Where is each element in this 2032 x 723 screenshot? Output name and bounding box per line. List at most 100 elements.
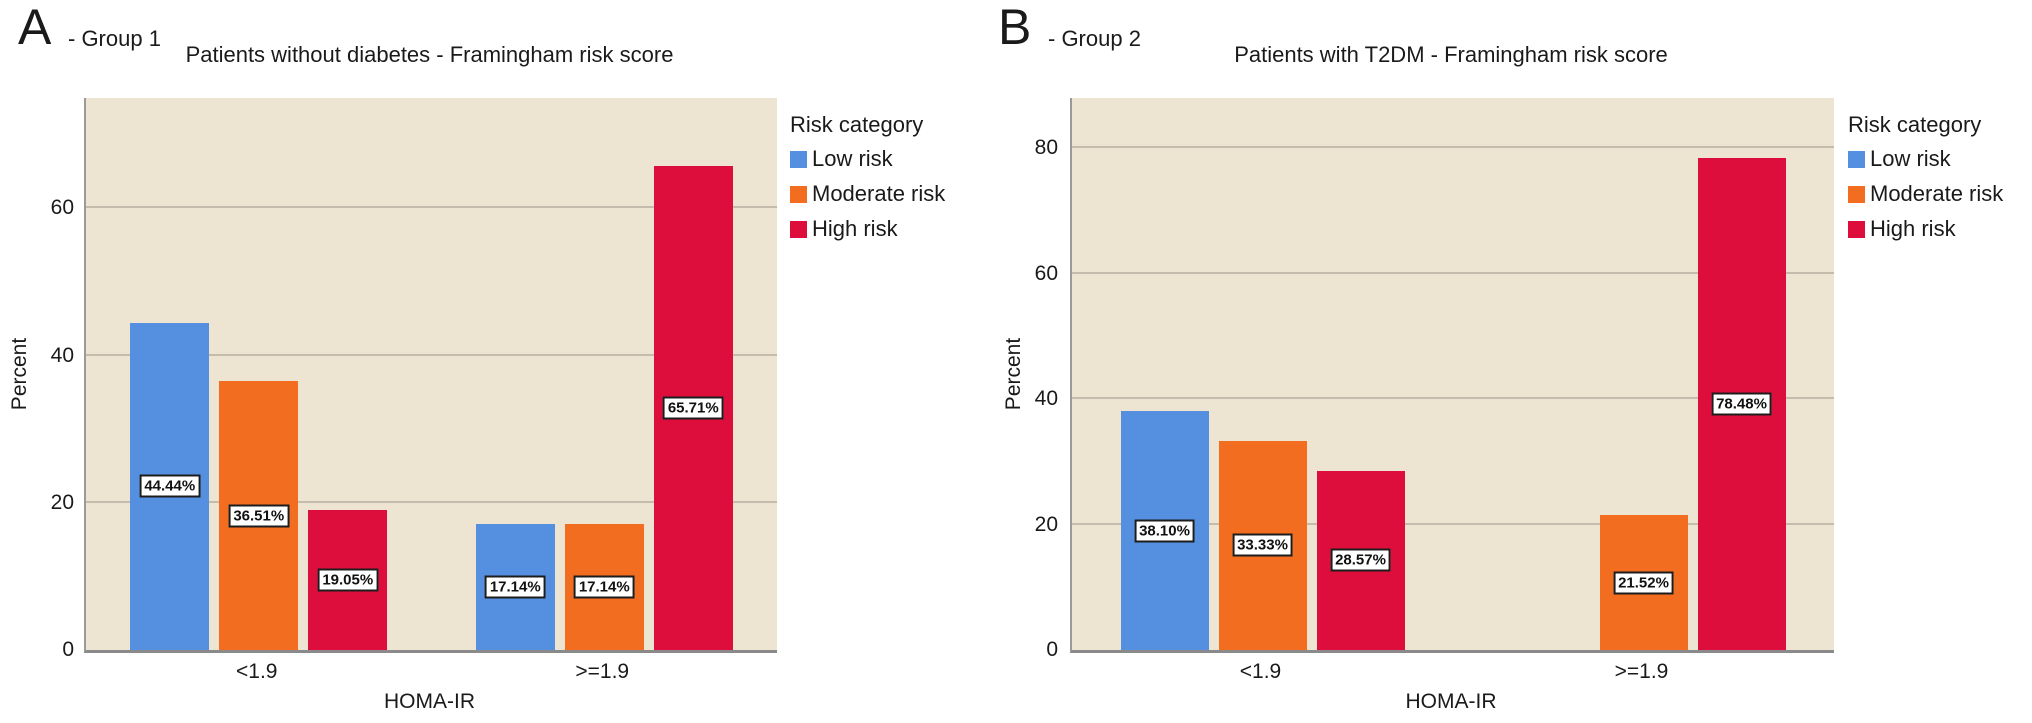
y-tick-0: 0 — [1046, 638, 1058, 661]
bar-value-label: 17.14% — [573, 575, 635, 599]
legend-item-low-risk: Low risk — [790, 146, 945, 172]
x-tick-1-9: <1.9 — [236, 660, 278, 683]
bar-slot-moderate-risk-1-9: 17.14% — [560, 98, 649, 650]
bar-value-label: 19.05% — [317, 568, 379, 592]
bar-slot-moderate-risk-1-9: 36.51% — [214, 98, 303, 650]
bar-value-label: 17.14% — [484, 575, 546, 599]
bar-high-risk-1-9: 78.48% — [1697, 157, 1786, 650]
moderate-risk-swatch-icon — [790, 185, 807, 203]
legend-item-moderate-risk: Moderate risk — [1848, 181, 2003, 207]
low-risk-swatch-icon — [790, 150, 807, 168]
y-tick-60: 60 — [50, 196, 74, 220]
bar-value-label: 21.52% — [1613, 571, 1674, 594]
bar-high-risk-1-9: 19.05% — [308, 509, 388, 650]
category-group-1-9: 21.52% 78.48% — [1453, 98, 1834, 650]
x-axis-ticks: <1.9 >=1.9 — [1070, 660, 1832, 684]
bar-moderate-risk-1-9: 36.51% — [219, 381, 299, 650]
bar-value-label: 33.33% — [1232, 533, 1293, 557]
chart-title: Patients with T2DM - Framingham risk sco… — [1234, 42, 1668, 67]
legend-label: Low risk — [812, 146, 893, 171]
x-axis-title: HOMA-IR — [384, 690, 475, 713]
legend-label: High risk — [1870, 216, 1956, 241]
bar-slot-low-risk-1-9: 38.10% — [1116, 98, 1214, 650]
bar-value-label: 28.57% — [1330, 548, 1391, 572]
y-tick-40: 40 — [50, 343, 74, 367]
legend-items: Low risk Moderate risk High risk — [1848, 146, 2003, 242]
category-group-1-9: 17.14% 17.14% 65.71% — [432, 98, 778, 650]
bar-moderate-risk-1-9: 33.33% — [1218, 440, 1307, 650]
panel-letter-b: B — [998, 0, 1032, 55]
y-tick-0: 0 — [62, 638, 74, 661]
legend-item-high-risk: High risk — [790, 216, 945, 242]
bar-moderate-risk-1-9: 21.52% — [1599, 515, 1688, 650]
bar-slot-high-risk-1-9: 28.57% — [1312, 98, 1410, 650]
gridline-40 — [86, 353, 777, 356]
gridline-60 — [1072, 271, 1834, 274]
x-axis-ticks: <1.9 >=1.9 — [84, 660, 775, 684]
legend-title: Risk category — [790, 112, 924, 137]
bar-slot-moderate-risk-1-9: 33.33% — [1214, 98, 1312, 650]
bar-slot-low-risk-1-9: 44.44% — [125, 98, 214, 650]
y-tick-20: 20 — [1034, 512, 1058, 536]
legend-item-high-risk: High risk — [1848, 216, 2003, 242]
panel-group-label: - Group 1 — [68, 26, 161, 51]
y-axis-ticks: 0 20 40 60 — [14, 98, 74, 661]
legend-title: Risk category — [1848, 112, 1982, 137]
y-tick-40: 40 — [1034, 387, 1058, 411]
bar-groups: 44.44% 36.51% 19.05% 17.14% 17.14% 65.71% — [86, 98, 777, 650]
high-risk-swatch-icon — [790, 220, 807, 238]
gridline-20 — [86, 500, 777, 503]
x-axis-title: HOMA-IR — [1405, 690, 1497, 713]
bar-slot-high-risk-1-9: 19.05% — [303, 98, 392, 650]
y-tick-60: 60 — [1034, 261, 1058, 285]
x-tick-1-9: >=1.9 — [575, 660, 630, 683]
bar-value-label: 44.44% — [139, 474, 201, 498]
bar-high-risk-1-9: 65.71% — [653, 166, 733, 650]
legend-label: Low risk — [1870, 146, 1951, 171]
legend: Risk category Low risk Moderate risk High … — [1848, 112, 2003, 251]
plot-area: 38.10% 33.33% 28.57% 21.52% 78.48% — [1070, 98, 1834, 653]
y-tick-80: 80 — [1034, 136, 1058, 160]
gridline-40 — [1072, 397, 1834, 400]
bar-low-risk-1-9: 44.44% — [130, 322, 210, 650]
bar-value-label: 38.10% — [1134, 519, 1195, 542]
bar-slot-moderate-risk-1-9: 21.52% — [1595, 98, 1693, 650]
legend-label: Moderate risk — [812, 181, 946, 206]
moderate-risk-swatch-icon — [1848, 185, 1865, 203]
gridline-60 — [86, 206, 777, 209]
panel-letter-a: A — [18, 0, 52, 55]
bar-slot-low-risk-1-9: 17.14% — [471, 98, 560, 650]
bar-low-risk-1-9: 17.14% — [475, 523, 555, 650]
chart-title: Patients without diabetes - Framingham r… — [185, 42, 674, 67]
panel-group-label: - Group 2 — [1048, 26, 1141, 51]
bar-value-label: 65.71% — [662, 396, 724, 420]
category-group-1-9: 38.10% 33.33% 28.57% — [1072, 98, 1453, 650]
bar-moderate-risk-1-9: 17.14% — [564, 523, 644, 650]
legend-items: Low risk Moderate risk High risk — [790, 146, 945, 242]
bar-slot-low-risk-1-9 — [1497, 98, 1595, 650]
bar-value-label: 78.48% — [1711, 392, 1772, 416]
bar-slot-high-risk-1-9: 78.48% — [1693, 98, 1791, 650]
bar-high-risk-1-9: 28.57% — [1316, 470, 1405, 650]
y-tick-20: 20 — [50, 490, 74, 514]
plot-area: 44.44% 36.51% 19.05% 17.14% 17.14% 65.71% — [84, 98, 777, 653]
legend-label: Moderate risk — [1870, 181, 2004, 206]
legend-item-moderate-risk: Moderate risk — [790, 181, 945, 207]
gridline-80 — [1072, 146, 1834, 149]
panel-group1: A - Group 1 Patients without diabetes - … — [0, 0, 1000, 723]
bar-slot-high-risk-1-9: 65.71% — [649, 98, 738, 650]
x-tick-1-9: >=1.9 — [1614, 660, 1669, 683]
legend-label: High risk — [812, 216, 898, 241]
legend-item-low-risk: Low risk — [1848, 146, 2003, 172]
bar-low-risk-1-9: 38.10% — [1120, 411, 1209, 650]
x-tick-1-9: <1.9 — [1239, 660, 1282, 683]
bar-groups: 38.10% 33.33% 28.57% 21.52% 78.48% — [1072, 98, 1834, 650]
category-group-1-9: 44.44% 36.51% 19.05% — [86, 98, 432, 650]
bar-value-label: 36.51% — [228, 504, 290, 528]
high-risk-swatch-icon — [1848, 220, 1865, 238]
legend: Risk category Low risk Moderate risk High … — [790, 112, 945, 251]
gridline-20 — [1072, 522, 1834, 525]
low-risk-swatch-icon — [1848, 150, 1865, 168]
y-axis-ticks: 0 20 40 60 80 — [998, 98, 1058, 661]
